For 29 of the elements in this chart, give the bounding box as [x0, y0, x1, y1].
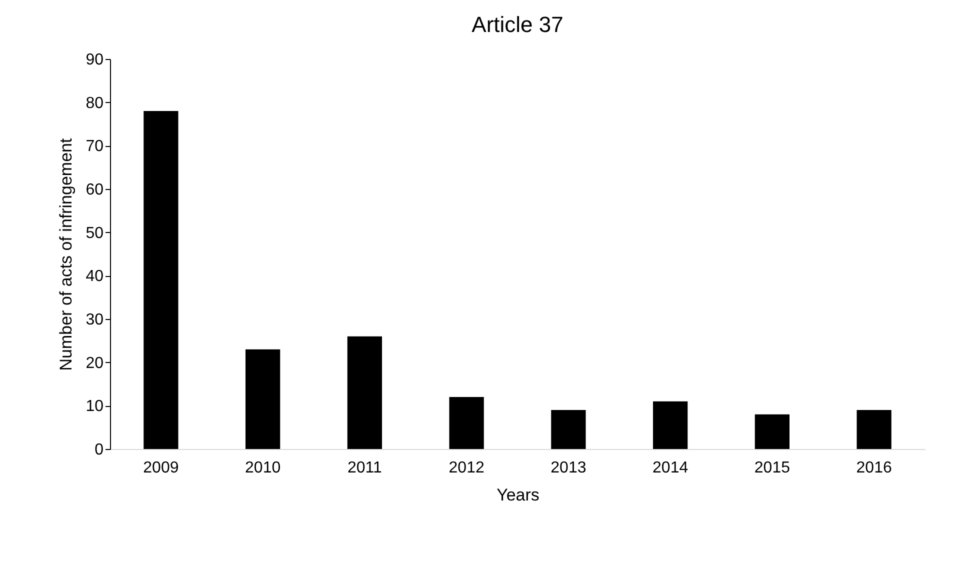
bar: [652, 401, 688, 449]
bar: [144, 111, 178, 449]
bar: [754, 414, 790, 449]
chart-title: Article 37: [472, 12, 564, 37]
y-tick-label: 30: [86, 312, 104, 328]
y-tick-label: 20: [86, 354, 104, 372]
bar: [347, 336, 382, 449]
y-tick-label: 0: [94, 442, 104, 458]
x-tick-label: 2013: [550, 460, 586, 476]
y-tick-label: 10: [86, 398, 104, 416]
x-tick-label: 2012: [448, 460, 484, 476]
bar: [449, 397, 484, 449]
y-axis-title: Number of acts of infringement: [56, 138, 76, 371]
y-tick-label: 90: [86, 52, 104, 68]
x-tick-label: 2011: [347, 460, 382, 476]
y-tick-label: 50: [86, 224, 104, 242]
bar: [856, 410, 892, 449]
bar: [551, 410, 586, 449]
x-tick-label: 2016: [856, 460, 892, 476]
bar: [245, 349, 280, 449]
y-tick-label: 60: [86, 182, 104, 198]
x-tick-label: 2009: [143, 460, 179, 476]
x-tick-label: 2010: [245, 460, 281, 476]
y-tick-label: 40: [86, 268, 104, 286]
y-tick-label: 80: [86, 94, 104, 112]
x-tick-label: 2015: [754, 460, 790, 476]
x-tick-label: 2014: [652, 460, 688, 476]
y-tick-label: 70: [86, 138, 104, 156]
x-axis-title: Years: [496, 486, 540, 504]
